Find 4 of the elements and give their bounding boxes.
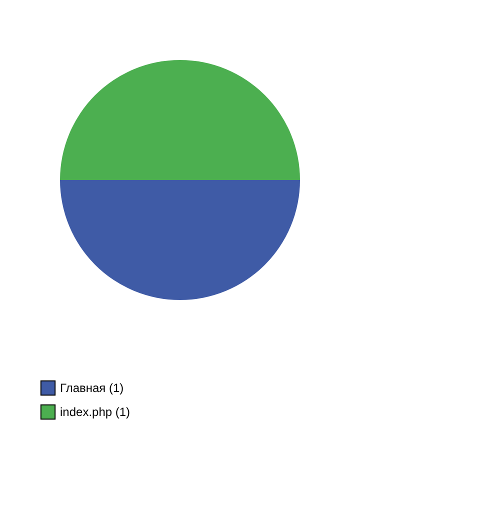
pie-slice: [60, 180, 300, 300]
pie-slice: [60, 60, 300, 180]
legend-label: index.php (1): [60, 405, 130, 419]
legend-label: Главная (1): [60, 381, 124, 395]
